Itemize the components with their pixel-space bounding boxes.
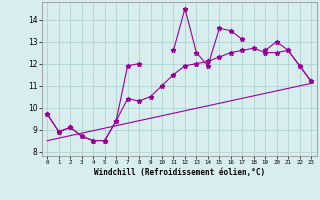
X-axis label: Windchill (Refroidissement éolien,°C): Windchill (Refroidissement éolien,°C): [94, 168, 265, 177]
